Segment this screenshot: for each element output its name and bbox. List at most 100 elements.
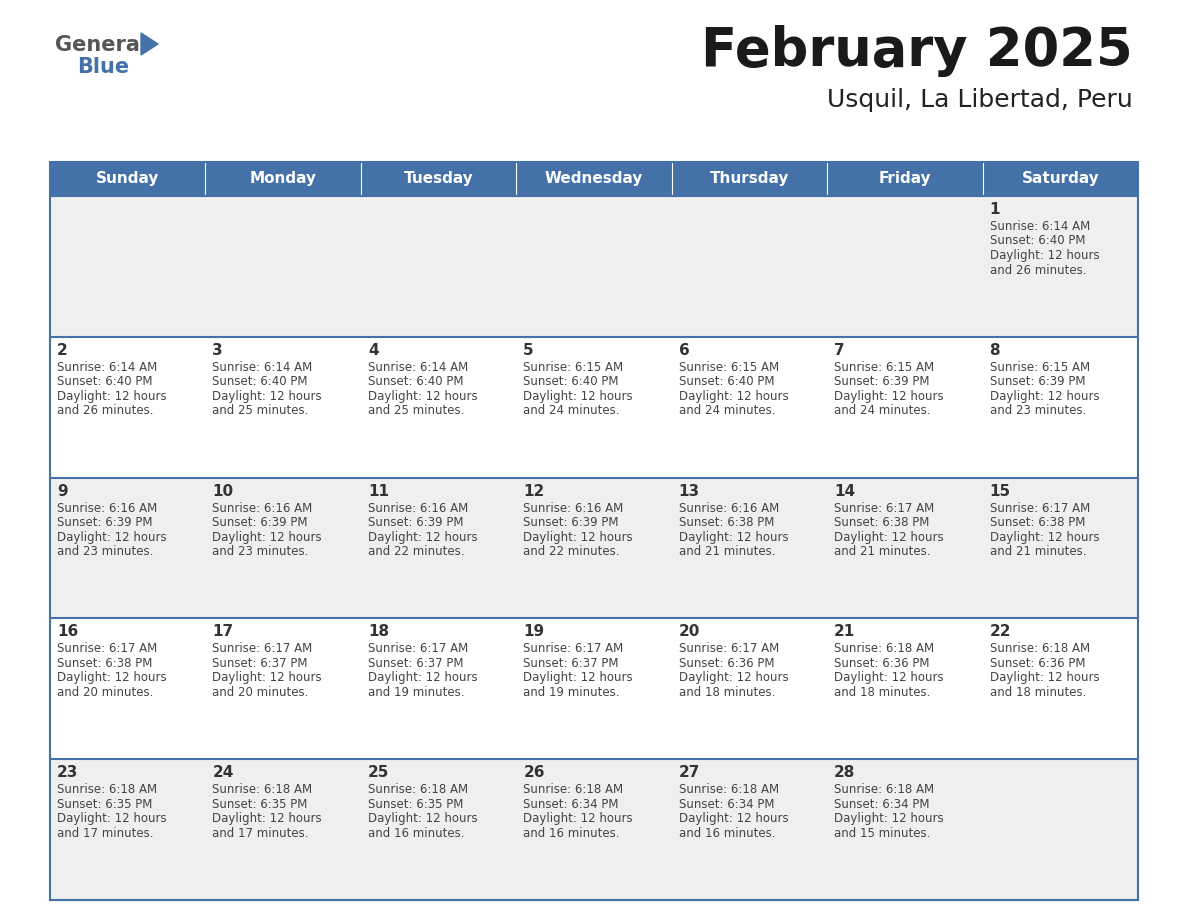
Bar xyxy=(50,759,1138,900)
Text: and 16 minutes.: and 16 minutes. xyxy=(523,827,620,840)
Text: Sunday: Sunday xyxy=(96,172,159,186)
Text: and 20 minutes.: and 20 minutes. xyxy=(57,686,153,699)
Text: 7: 7 xyxy=(834,342,845,358)
Text: Sunset: 6:40 PM: Sunset: 6:40 PM xyxy=(213,375,308,388)
Text: Sunset: 6:39 PM: Sunset: 6:39 PM xyxy=(834,375,930,388)
Text: Sunrise: 6:15 AM: Sunrise: 6:15 AM xyxy=(990,361,1089,374)
Text: 20: 20 xyxy=(678,624,700,640)
Text: Sunrise: 6:15 AM: Sunrise: 6:15 AM xyxy=(834,361,934,374)
Text: and 16 minutes.: and 16 minutes. xyxy=(368,827,465,840)
Bar xyxy=(50,162,1138,900)
Text: and 19 minutes.: and 19 minutes. xyxy=(368,686,465,699)
Text: and 25 minutes.: and 25 minutes. xyxy=(368,404,465,418)
Text: Saturday: Saturday xyxy=(1022,172,1099,186)
Text: and 26 minutes.: and 26 minutes. xyxy=(57,404,153,418)
Bar xyxy=(361,162,517,196)
Text: 24: 24 xyxy=(213,766,234,780)
Text: Sunset: 6:38 PM: Sunset: 6:38 PM xyxy=(678,516,775,529)
Text: Sunrise: 6:17 AM: Sunrise: 6:17 AM xyxy=(57,643,157,655)
Text: and 17 minutes.: and 17 minutes. xyxy=(57,827,153,840)
Text: and 23 minutes.: and 23 minutes. xyxy=(990,404,1086,418)
Text: and 17 minutes.: and 17 minutes. xyxy=(213,827,309,840)
Text: Thursday: Thursday xyxy=(709,172,789,186)
Text: Sunrise: 6:17 AM: Sunrise: 6:17 AM xyxy=(678,643,779,655)
Text: and 18 minutes.: and 18 minutes. xyxy=(990,686,1086,699)
Bar xyxy=(50,337,1138,477)
Text: 14: 14 xyxy=(834,484,855,498)
Text: Sunset: 6:35 PM: Sunset: 6:35 PM xyxy=(368,798,463,811)
Text: Sunset: 6:40 PM: Sunset: 6:40 PM xyxy=(368,375,463,388)
Text: Sunrise: 6:18 AM: Sunrise: 6:18 AM xyxy=(834,643,934,655)
Text: 17: 17 xyxy=(213,624,234,640)
Text: and 24 minutes.: and 24 minutes. xyxy=(523,404,620,418)
Text: Sunrise: 6:17 AM: Sunrise: 6:17 AM xyxy=(368,643,468,655)
Text: General: General xyxy=(55,35,147,55)
Bar xyxy=(206,162,361,196)
Text: Sunrise: 6:17 AM: Sunrise: 6:17 AM xyxy=(213,643,312,655)
Text: 6: 6 xyxy=(678,342,689,358)
Bar xyxy=(50,196,1138,337)
Text: and 24 minutes.: and 24 minutes. xyxy=(678,404,776,418)
Text: Sunset: 6:36 PM: Sunset: 6:36 PM xyxy=(678,657,775,670)
Text: 22: 22 xyxy=(990,624,1011,640)
Text: Sunset: 6:34 PM: Sunset: 6:34 PM xyxy=(523,798,619,811)
Text: Daylight: 12 hours: Daylight: 12 hours xyxy=(990,249,1099,262)
Text: 11: 11 xyxy=(368,484,388,498)
Bar xyxy=(50,162,206,196)
Text: Daylight: 12 hours: Daylight: 12 hours xyxy=(834,390,943,403)
Text: Daylight: 12 hours: Daylight: 12 hours xyxy=(213,671,322,685)
Text: Sunrise: 6:18 AM: Sunrise: 6:18 AM xyxy=(678,783,779,796)
Text: Sunset: 6:40 PM: Sunset: 6:40 PM xyxy=(523,375,619,388)
Text: Daylight: 12 hours: Daylight: 12 hours xyxy=(678,390,789,403)
Text: Sunset: 6:35 PM: Sunset: 6:35 PM xyxy=(57,798,152,811)
Bar xyxy=(982,162,1138,196)
Text: Sunrise: 6:16 AM: Sunrise: 6:16 AM xyxy=(57,501,157,515)
Text: Daylight: 12 hours: Daylight: 12 hours xyxy=(523,531,633,543)
Text: Sunrise: 6:15 AM: Sunrise: 6:15 AM xyxy=(523,361,624,374)
Text: Sunrise: 6:17 AM: Sunrise: 6:17 AM xyxy=(523,643,624,655)
Text: Friday: Friday xyxy=(879,172,931,186)
Text: Sunset: 6:39 PM: Sunset: 6:39 PM xyxy=(57,516,152,529)
Text: Sunrise: 6:14 AM: Sunrise: 6:14 AM xyxy=(57,361,157,374)
Text: and 18 minutes.: and 18 minutes. xyxy=(678,686,775,699)
Text: Daylight: 12 hours: Daylight: 12 hours xyxy=(368,812,478,825)
Text: Sunrise: 6:18 AM: Sunrise: 6:18 AM xyxy=(57,783,157,796)
Text: 2: 2 xyxy=(57,342,68,358)
Text: Sunrise: 6:15 AM: Sunrise: 6:15 AM xyxy=(678,361,779,374)
Text: and 25 minutes.: and 25 minutes. xyxy=(213,404,309,418)
Text: Sunrise: 6:16 AM: Sunrise: 6:16 AM xyxy=(368,501,468,515)
Text: 26: 26 xyxy=(523,766,545,780)
Text: Daylight: 12 hours: Daylight: 12 hours xyxy=(368,671,478,685)
Text: Sunrise: 6:14 AM: Sunrise: 6:14 AM xyxy=(213,361,312,374)
Text: Monday: Monday xyxy=(249,172,317,186)
Text: 28: 28 xyxy=(834,766,855,780)
Polygon shape xyxy=(141,33,158,55)
Text: 10: 10 xyxy=(213,484,234,498)
Text: and 26 minutes.: and 26 minutes. xyxy=(990,263,1086,276)
Text: Daylight: 12 hours: Daylight: 12 hours xyxy=(368,390,478,403)
Bar xyxy=(50,619,1138,759)
Text: 8: 8 xyxy=(990,342,1000,358)
Text: Sunrise: 6:18 AM: Sunrise: 6:18 AM xyxy=(990,643,1089,655)
Text: and 21 minutes.: and 21 minutes. xyxy=(678,545,776,558)
Text: Sunset: 6:40 PM: Sunset: 6:40 PM xyxy=(990,234,1085,248)
Text: and 23 minutes.: and 23 minutes. xyxy=(57,545,153,558)
Text: Usquil, La Libertad, Peru: Usquil, La Libertad, Peru xyxy=(827,88,1133,112)
Text: and 20 minutes.: and 20 minutes. xyxy=(213,686,309,699)
Text: Daylight: 12 hours: Daylight: 12 hours xyxy=(678,671,789,685)
Text: Sunrise: 6:17 AM: Sunrise: 6:17 AM xyxy=(990,501,1089,515)
Text: Sunrise: 6:17 AM: Sunrise: 6:17 AM xyxy=(834,501,935,515)
Text: Daylight: 12 hours: Daylight: 12 hours xyxy=(57,812,166,825)
Text: and 24 minutes.: and 24 minutes. xyxy=(834,404,930,418)
Text: 13: 13 xyxy=(678,484,700,498)
Text: Sunrise: 6:18 AM: Sunrise: 6:18 AM xyxy=(523,783,624,796)
Text: Sunrise: 6:16 AM: Sunrise: 6:16 AM xyxy=(523,501,624,515)
Text: Daylight: 12 hours: Daylight: 12 hours xyxy=(213,531,322,543)
Text: 18: 18 xyxy=(368,624,388,640)
Text: Daylight: 12 hours: Daylight: 12 hours xyxy=(990,671,1099,685)
Text: and 21 minutes.: and 21 minutes. xyxy=(834,545,930,558)
Text: Sunrise: 6:18 AM: Sunrise: 6:18 AM xyxy=(834,783,934,796)
Text: 15: 15 xyxy=(990,484,1011,498)
Text: 5: 5 xyxy=(523,342,533,358)
Bar xyxy=(50,477,1138,619)
